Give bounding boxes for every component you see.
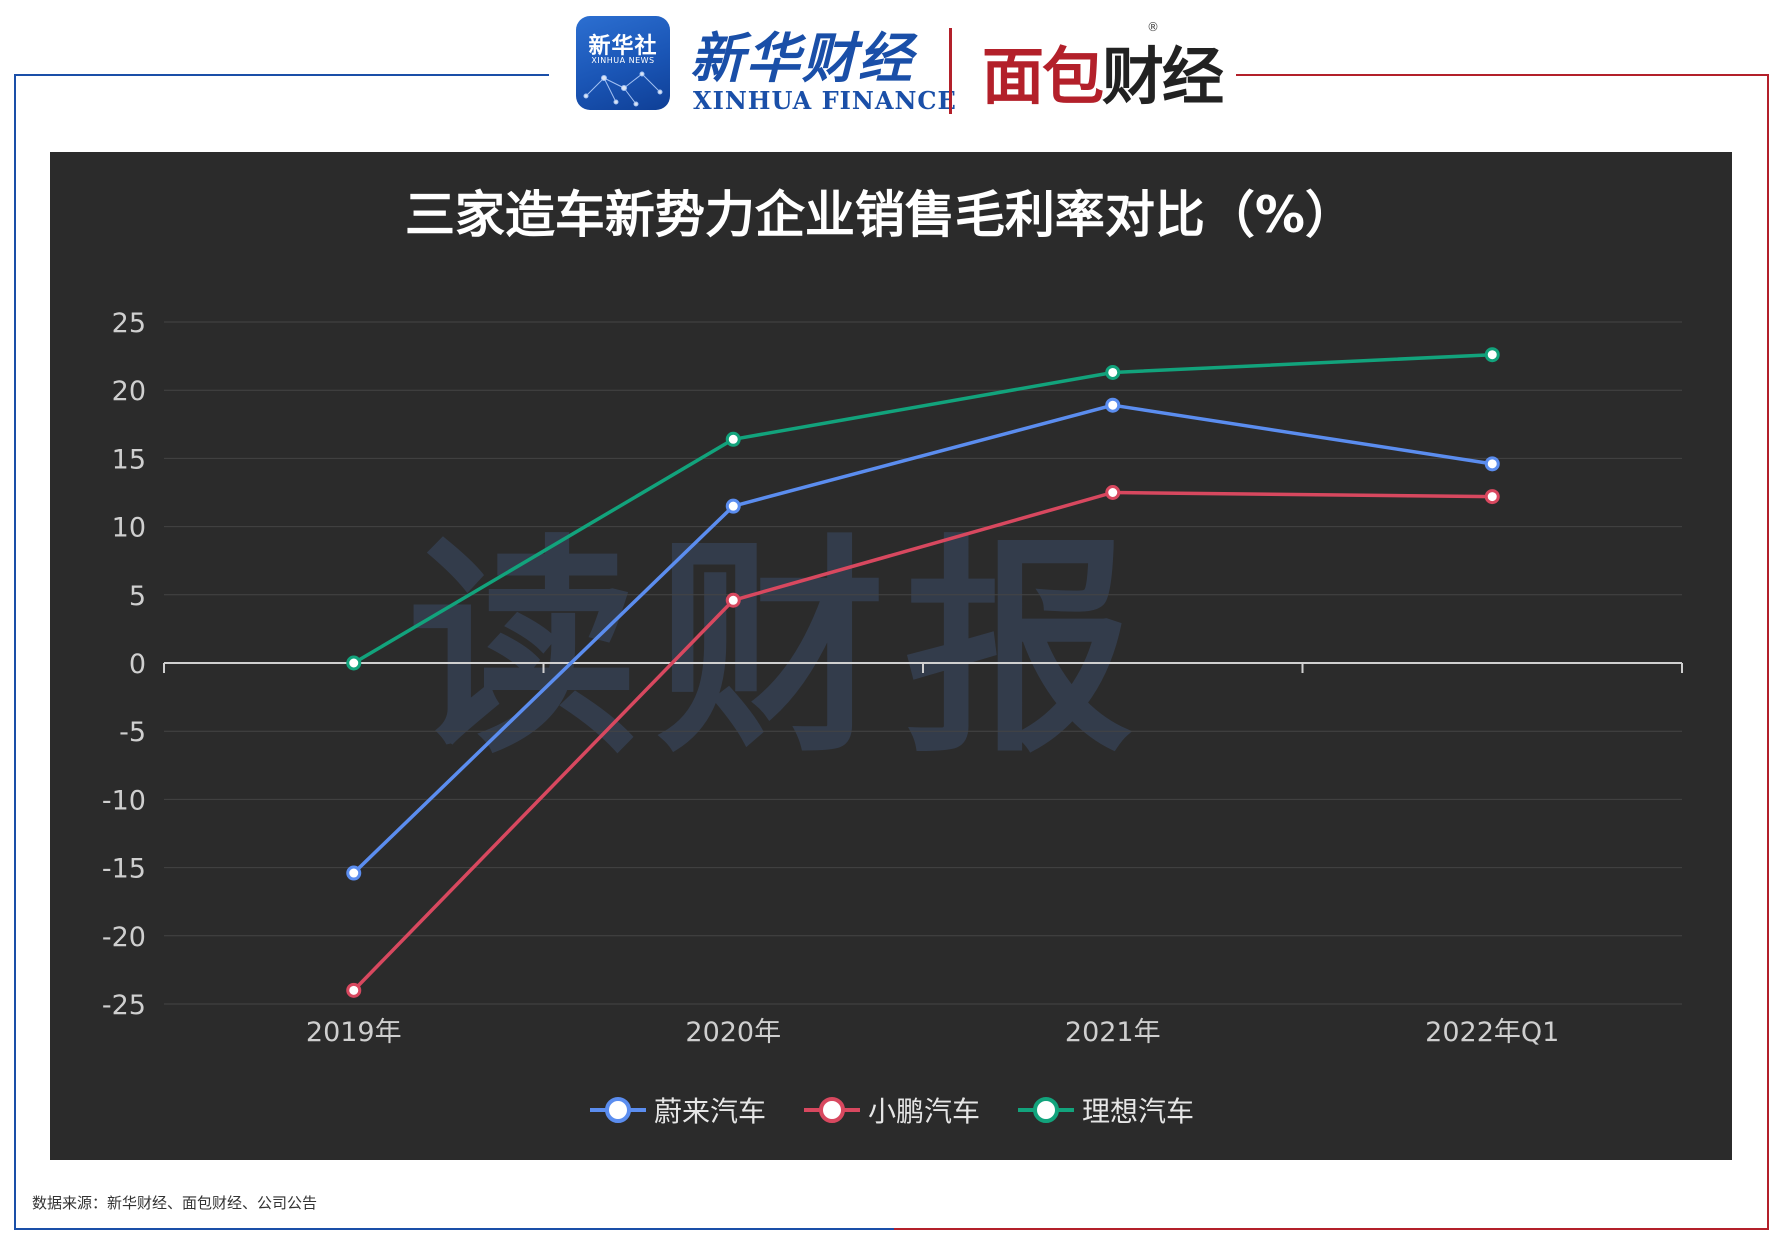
series-layer	[346, 347, 1500, 998]
grid-layer	[163, 321, 1683, 1005]
data-point	[1484, 347, 1500, 363]
legend-item[interactable]: 小鹏汽车	[804, 1095, 980, 1128]
page-frame	[14, 74, 1769, 1230]
line-chart: 读财报 三家造车新势力企业销售毛利率对比（%） 25 20 15 10 5 0 -5 -10 -…	[102, 186, 1683, 1128]
header: 新华社 XINHUA NEWS 新华财经 XINHUA FINANCE 面包财经…	[0, 0, 1781, 130]
frame-bottom-right-line	[894, 1228, 1769, 1230]
logo-en-text: XINHUA NEWS	[591, 56, 655, 65]
logo-cn-text: 新华社	[588, 34, 658, 59]
xinhua-finance-en: XINHUA FINANCE	[693, 86, 957, 115]
data-point	[1105, 485, 1121, 500]
legend: 蔚来汽车 小鹏汽车 理想汽车	[590, 1095, 1194, 1128]
chart-title: 三家造车新势力企业销售毛利率对比（%）	[405, 186, 1355, 244]
logo-divider	[949, 28, 952, 114]
data-point	[346, 655, 362, 671]
series-line	[346, 485, 1500, 998]
legend-label: 小鹏汽车	[868, 1095, 980, 1128]
legend-item[interactable]: 蔚来汽车	[590, 1095, 766, 1128]
legend-marker	[1033, 1097, 1059, 1123]
y-tick-label: 0	[129, 649, 146, 680]
data-point	[1105, 397, 1121, 413]
y-tick-label: -20	[102, 922, 146, 953]
legend-label: 理想汽车	[1082, 1095, 1194, 1128]
data-point	[346, 865, 362, 881]
xinhua-finance-cn: 新华财经	[690, 26, 914, 90]
source-note: 数据来源：新华财经、面包财经、公司公告	[32, 1194, 318, 1212]
mianbao-part1: 面包	[982, 40, 1104, 113]
legend-marker	[605, 1097, 631, 1123]
registered-mark: ®	[1147, 20, 1159, 34]
series-line	[346, 347, 1500, 671]
y-tick-labels: 25 20 15 10 5 0 -5 -10 -15 -20 -25	[102, 308, 146, 1021]
y-tick-label: -5	[119, 717, 146, 748]
y-tick-label: 25	[112, 308, 146, 339]
series-path	[352, 403, 1493, 875]
series-path	[352, 352, 1493, 665]
frame-top-right-line	[1236, 74, 1769, 76]
frame-top-left-line	[14, 74, 549, 76]
xinhua-news-logo: 新华社 XINHUA NEWS	[576, 16, 670, 110]
network-dots-icon	[583, 71, 663, 107]
series-line	[346, 397, 1500, 881]
data-point	[725, 431, 741, 447]
series-path	[352, 490, 1493, 992]
data-point	[346, 982, 362, 998]
data-point	[725, 592, 741, 608]
x-tick-label: 2021年	[1065, 1017, 1161, 1048]
x-tick-label: 2020年	[685, 1017, 781, 1048]
data-point	[1105, 364, 1121, 380]
data-point	[1484, 456, 1500, 472]
legend-item[interactable]: 理想汽车	[1018, 1095, 1194, 1128]
chart-panel: 读财报 三家造车新势力企业销售毛利率对比（%） 25 20 15 10 5 0 -5 -10 -…	[50, 152, 1732, 1160]
y-tick-label: -10	[102, 785, 146, 816]
y-tick-label: 5	[129, 581, 146, 612]
y-tick-label: 20	[112, 376, 146, 407]
frame-bottom-left-line	[14, 1228, 894, 1230]
mianbao-finance-logo: 面包财经	[982, 26, 1224, 116]
mianbao-part2: 财经	[1102, 40, 1224, 113]
frame-right-line	[1767, 74, 1769, 1230]
x-tick-label: 2019年	[306, 1017, 402, 1048]
legend-marker	[819, 1097, 845, 1123]
y-tick-label: 15	[112, 444, 146, 475]
y-tick-label: -25	[102, 990, 146, 1021]
x-tick-labels: 2019年 2020年 2021年 2022年Q1	[306, 1017, 1559, 1048]
frame-left-line	[14, 74, 16, 1230]
data-point	[1484, 489, 1500, 505]
watermark: 读财报	[408, 517, 1152, 784]
data-point	[725, 498, 741, 514]
x-tick-label: 2022年Q1	[1425, 1017, 1559, 1048]
legend-label: 蔚来汽车	[654, 1095, 766, 1128]
y-tick-label: -15	[102, 854, 146, 885]
y-tick-label: 10	[112, 513, 146, 544]
